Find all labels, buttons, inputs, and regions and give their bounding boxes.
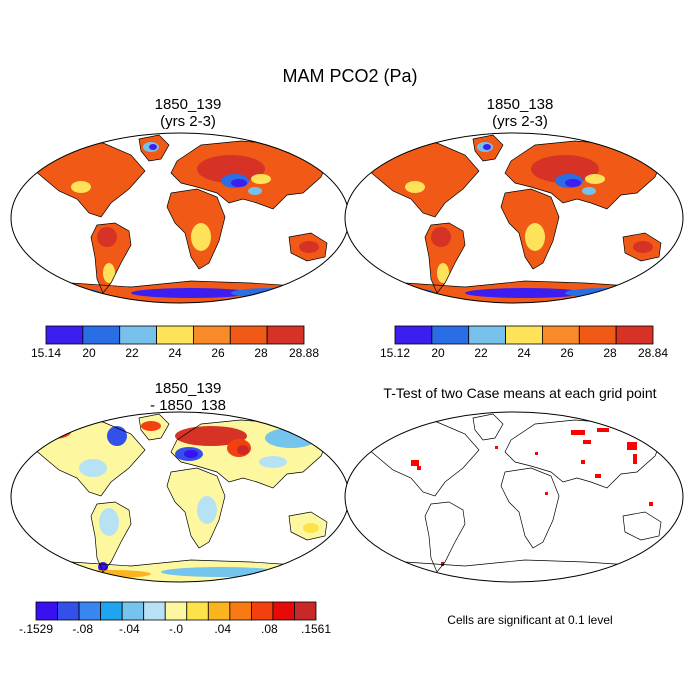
panel-1-title-line2: (yrs 2-3)	[160, 113, 216, 130]
colorbar-segment	[35, 601, 58, 621]
colorbar-tick-label: -.0	[168, 622, 184, 636]
colorbar-segment	[57, 601, 80, 621]
colorbar-segment	[294, 601, 317, 621]
colorbar-tick-label: 28	[603, 346, 617, 360]
colorbar-segment	[186, 601, 209, 621]
panel-2-title-line1: 1850_138	[486, 96, 554, 113]
colorbar-segment	[207, 601, 231, 621]
colorbar-segment	[193, 325, 231, 345]
map-1850-139	[10, 132, 350, 304]
colorbar-tick-label: 26	[211, 346, 225, 360]
colorbar-segment	[164, 601, 188, 621]
colorbar-tick-label: 26	[560, 346, 574, 360]
colorbar-segment	[82, 325, 121, 345]
colorbar-tick-label: 15.14	[30, 346, 62, 360]
colorbar-segment	[78, 601, 102, 621]
map-difference	[10, 411, 350, 583]
colorbar-segment	[119, 325, 157, 345]
colorbar-tick-label: 20	[82, 346, 96, 360]
colorbar-segment	[143, 601, 166, 621]
colorbar-segment	[578, 325, 617, 345]
figure-title: MAM PCO2 (Pa)	[282, 66, 418, 86]
panel-3-title-line2: - 1850_138	[150, 397, 226, 414]
colorbar-tick-label: 24	[517, 346, 531, 360]
colorbar-tick-label: 22	[125, 346, 139, 360]
panel-1-title: 1850_139 (yrs 2-3)	[28, 96, 348, 130]
map-1850-138	[344, 132, 684, 304]
colorbar-segment	[431, 325, 470, 345]
colorbar-tick-label: -.08	[72, 622, 93, 636]
colorbar-segment	[229, 601, 252, 621]
colorbar-tick-label: .04	[214, 622, 231, 636]
colorbar-tick-label: 28	[254, 346, 268, 360]
colorbar-segment	[229, 325, 268, 345]
colorbar-segment	[100, 601, 123, 621]
panel-1-title-line1: 1850_139	[154, 96, 222, 113]
colorbar-tick-label: -.1529	[18, 622, 54, 636]
colorbar-tick-label: .08	[260, 622, 278, 636]
panel-3-title-line1: 1850_139	[154, 380, 222, 397]
colorbar-segment	[615, 325, 654, 345]
colorbar-segment	[121, 601, 145, 621]
colorbar-tick-label: 20	[431, 346, 445, 360]
colorbar-segment	[266, 325, 305, 345]
ttest-note: Cells are significant at 0.1 level	[447, 613, 613, 627]
colorbar-segment	[250, 601, 274, 621]
panel-2-title: 1850_138 (yrs 2-3)	[360, 96, 680, 130]
colorbar-segment	[156, 325, 194, 345]
colorbar-1850-139	[45, 325, 305, 345]
map-ttest	[344, 411, 684, 583]
colorbar-segment	[468, 325, 506, 345]
colorbar-segment	[45, 325, 84, 345]
colorbar-tick-label: 15.12	[379, 346, 411, 360]
colorbar-segment	[272, 601, 295, 621]
colorbar-tick-label: -.04	[118, 622, 140, 636]
colorbar-1850-138	[394, 325, 654, 345]
colorbar-segment	[542, 325, 580, 345]
panel-3-title: 1850_139 - 1850_138	[28, 380, 348, 414]
colorbar-segment	[505, 325, 543, 345]
colorbar-segment	[394, 325, 433, 345]
panel-2-title-line2: (yrs 2-3)	[492, 113, 548, 130]
colorbar-tick-label: .1561	[300, 622, 332, 636]
panel-4-title: T-Test of two Case means at each grid po…	[383, 385, 657, 401]
colorbar-difference	[35, 601, 317, 621]
colorbar-tick-label: 28.84	[637, 346, 669, 360]
colorbar-tick-label: 22	[474, 346, 488, 360]
colorbar-tick-label: 28.88	[288, 346, 320, 360]
colorbar-tick-label: 24	[168, 346, 182, 360]
